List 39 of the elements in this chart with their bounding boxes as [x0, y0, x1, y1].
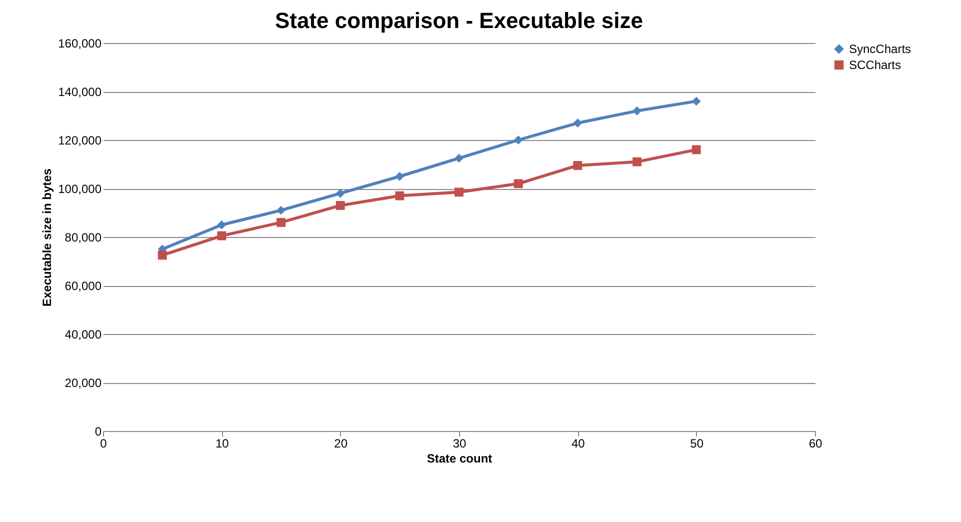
point — [632, 106, 642, 116]
point — [158, 250, 167, 260]
x-tick-label: 40 — [571, 436, 586, 450]
y-axis-title: Executable size in bytes — [40, 168, 54, 307]
point — [514, 136, 523, 144]
point — [395, 172, 404, 181]
point — [217, 231, 226, 240]
point — [454, 154, 464, 163]
y-tick-label: 160,000 — [58, 36, 102, 50]
point — [692, 96, 701, 106]
y-tick-label: 40,000 — [64, 328, 102, 342]
point — [573, 118, 582, 128]
point — [276, 218, 286, 227]
x-axis-title: State count — [426, 452, 492, 466]
x-tick-label: 50 — [690, 436, 704, 450]
x-tick-label: 60 — [808, 436, 822, 450]
point — [573, 160, 582, 170]
x-tick-label: 10 — [215, 436, 230, 450]
point — [692, 145, 701, 154]
point — [632, 157, 642, 166]
chart-title: State comparison - Executable size — [274, 8, 644, 33]
y-tick-label: 140,000 — [58, 85, 102, 99]
point — [395, 191, 404, 200]
y-tick-label: 0 — [94, 424, 102, 438]
point — [336, 201, 345, 210]
y-tick-label: 80,000 — [64, 230, 102, 244]
y-tick-label: 60,000 — [64, 279, 102, 293]
legend-label: SyncCharts — [849, 42, 912, 56]
y-tick-label: 20,000 — [64, 376, 102, 390]
point — [217, 220, 226, 230]
point — [336, 188, 345, 198]
x-tick-label: 20 — [334, 436, 348, 450]
legend-label: SCCharts — [849, 58, 902, 72]
point — [454, 188, 464, 197]
x-tick-label: 30 — [452, 436, 466, 450]
y-tick-label: 100,000 — [58, 182, 102, 196]
point — [276, 206, 286, 215]
point — [514, 179, 523, 188]
y-tick-label: 120,000 — [58, 134, 102, 148]
